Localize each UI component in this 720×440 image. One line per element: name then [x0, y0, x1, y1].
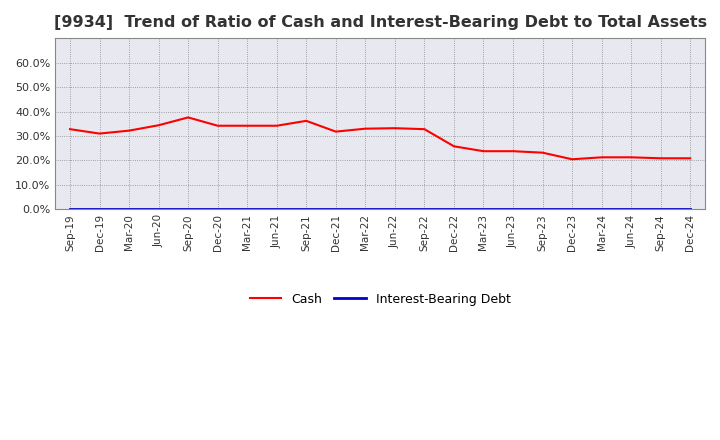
- Cash: [686, 156, 695, 161]
- Cash: [302, 118, 310, 124]
- Cash: [154, 123, 163, 128]
- Interest-Bearing Debt: [184, 206, 192, 211]
- Cash: [539, 150, 547, 155]
- Interest-Bearing Debt: [243, 206, 251, 211]
- Cash: [272, 123, 281, 128]
- Cash: [184, 115, 192, 120]
- Cash: [66, 127, 74, 132]
- Cash: [361, 126, 369, 131]
- Cash: [509, 149, 518, 154]
- Cash: [243, 123, 251, 128]
- Interest-Bearing Debt: [154, 206, 163, 211]
- Interest-Bearing Debt: [66, 206, 74, 211]
- Cash: [627, 155, 636, 160]
- Interest-Bearing Debt: [95, 206, 104, 211]
- Cash: [598, 155, 606, 160]
- Interest-Bearing Debt: [213, 206, 222, 211]
- Interest-Bearing Debt: [361, 206, 369, 211]
- Cash: [95, 131, 104, 136]
- Interest-Bearing Debt: [449, 206, 458, 211]
- Cash: [125, 128, 133, 133]
- Interest-Bearing Debt: [627, 206, 636, 211]
- Interest-Bearing Debt: [568, 206, 577, 211]
- Cash: [331, 129, 340, 134]
- Interest-Bearing Debt: [272, 206, 281, 211]
- Interest-Bearing Debt: [539, 206, 547, 211]
- Title: [9934]  Trend of Ratio of Cash and Interest-Bearing Debt to Total Assets: [9934] Trend of Ratio of Cash and Intere…: [53, 15, 707, 30]
- Interest-Bearing Debt: [331, 206, 340, 211]
- Interest-Bearing Debt: [686, 206, 695, 211]
- Interest-Bearing Debt: [509, 206, 518, 211]
- Cash: [568, 157, 577, 162]
- Interest-Bearing Debt: [480, 206, 488, 211]
- Cash: [390, 125, 399, 131]
- Legend: Cash, Interest-Bearing Debt: Cash, Interest-Bearing Debt: [245, 288, 516, 311]
- Interest-Bearing Debt: [598, 206, 606, 211]
- Interest-Bearing Debt: [657, 206, 665, 211]
- Interest-Bearing Debt: [420, 206, 428, 211]
- Interest-Bearing Debt: [390, 206, 399, 211]
- Interest-Bearing Debt: [125, 206, 133, 211]
- Cash: [449, 144, 458, 149]
- Cash: [213, 123, 222, 128]
- Line: Cash: Cash: [70, 117, 690, 159]
- Interest-Bearing Debt: [302, 206, 310, 211]
- Cash: [480, 149, 488, 154]
- Cash: [657, 156, 665, 161]
- Cash: [420, 127, 428, 132]
